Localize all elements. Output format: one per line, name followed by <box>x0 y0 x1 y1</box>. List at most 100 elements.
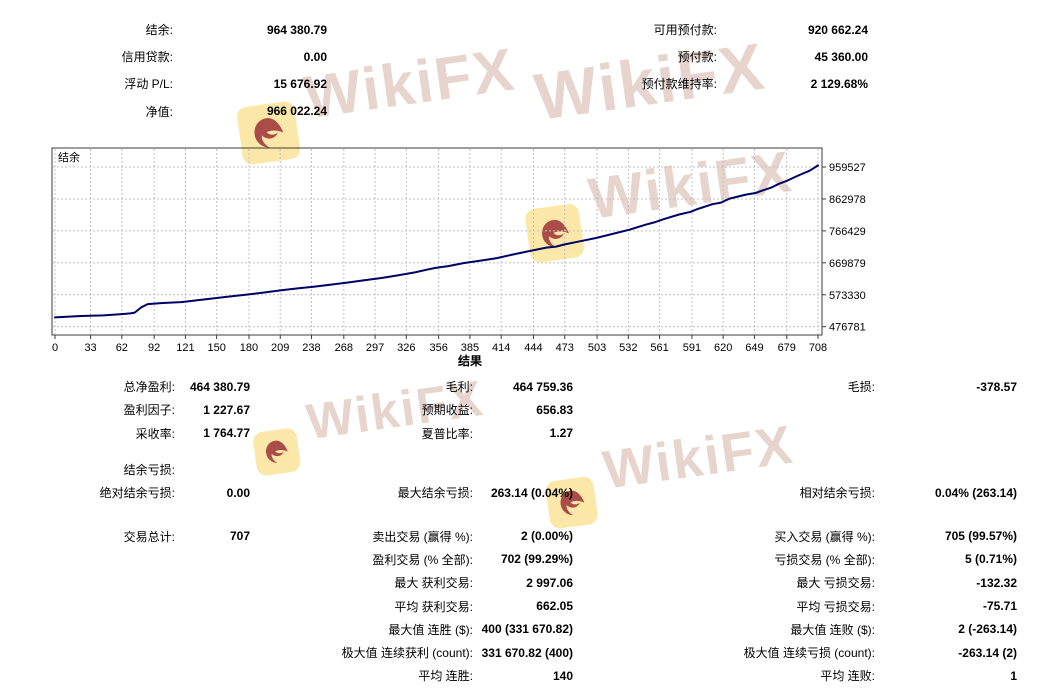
result-cell: 极大值 连续获利 (count): 331 670.82 (400) <box>250 641 573 664</box>
result-value: 1 227.67 <box>203 402 250 417</box>
wikifx-watermark-text: WikiFX <box>300 35 520 132</box>
account-summary-left: 结余: 964 380.79 信用贷款: 0.00 浮动 P/L: 15 676.92 净值… <box>0 16 327 125</box>
result-cell: 最大值 连败 ($): 2 (-263.14) <box>560 618 1017 641</box>
stat-row: 净值: 966 022.24 <box>0 98 327 125</box>
x-axis-tick-label: 0 <box>52 342 58 354</box>
result-label: 最大值 连胜 ($): <box>388 622 473 637</box>
result-label: 最大结余亏损: <box>397 486 473 501</box>
result-label: 最大值 连败 ($): <box>790 622 875 637</box>
result-value: -378.57 <box>976 379 1017 394</box>
result-value: -263.14 (2) <box>958 645 1017 660</box>
result-value: 707 <box>229 529 250 544</box>
result-value: 662.05 <box>536 599 573 614</box>
result-value: -132.32 <box>976 575 1017 590</box>
result-label: 卖出交易 (赢得 %): <box>372 529 473 544</box>
chart-legend-label: 结余 <box>58 150 80 164</box>
result-label: 买入交易 (赢得 %): <box>774 529 875 544</box>
result-value: 464 759.36 <box>512 379 573 394</box>
result-cell: 最大 亏损交易: -132.32 <box>560 571 1017 594</box>
x-axis-tick-label: 238 <box>302 342 320 354</box>
result-cell: 采收率: 1 764.77 <box>0 422 250 445</box>
result-cell: 平均 亏损交易: -75.71 <box>560 594 1017 617</box>
result-row: 总净盈利: 464 380.79 毛利: 464 759.36 毛损: -378.57 <box>0 375 1017 398</box>
result-label: 结余亏损: <box>123 463 175 478</box>
result-cell: 绝对结余亏损: 0.00 <box>0 481 250 504</box>
result-value: 1 764.77 <box>203 426 250 441</box>
result-label: 最大 亏损交易: <box>796 576 875 591</box>
stat-label: 信用贷款: <box>121 50 173 65</box>
x-axis-tick-label: 180 <box>240 342 258 354</box>
x-axis-tick-label: 356 <box>429 342 447 354</box>
result-value: 1 <box>1010 668 1017 683</box>
stat-row: 预付款维持率: 2 129.68% <box>540 70 868 97</box>
result-cell: 平均 连败: 1 <box>560 664 1017 687</box>
x-axis-tick-label: 649 <box>745 342 763 354</box>
result-value: 464 380.79 <box>189 379 250 394</box>
y-axis-tick-label: 476781 <box>829 322 866 334</box>
y-axis-tick-label: 573330 <box>829 290 866 302</box>
result-cell: 买入交易 (赢得 %): 705 (99.57%) <box>560 525 1017 548</box>
y-axis-tick-label: 959527 <box>829 162 866 174</box>
y-axis-tick-label: 766429 <box>829 226 866 238</box>
x-axis-tick-label: 561 <box>650 342 668 354</box>
result-cell: 夏普比率: 1.27 <box>250 422 573 445</box>
result-value: 1.27 <box>549 426 573 441</box>
stat-label: 结余: <box>145 23 173 38</box>
stat-value: 966 022.24 <box>266 104 327 119</box>
stat-value: 920 662.24 <box>807 22 868 37</box>
x-axis-tick-label: 121 <box>176 342 194 354</box>
result-cell: 毛利: 464 759.36 <box>250 375 573 398</box>
y-axis-tick-label: 669879 <box>829 258 866 270</box>
x-axis-tick-label: 326 <box>397 342 415 354</box>
x-axis-tick-label: 268 <box>335 342 353 354</box>
result-label: 交易总计: <box>123 529 175 544</box>
result-label: 相对结余亏损: <box>799 486 875 501</box>
stat-value: 964 380.79 <box>266 22 327 37</box>
result-value: 656.83 <box>536 402 573 417</box>
result-label: 平均 连胜: <box>418 669 473 684</box>
result-label: 毛利: <box>445 380 473 395</box>
result-label: 平均 获利交易: <box>394 599 473 614</box>
result-label: 采收率: <box>135 426 175 441</box>
x-axis-tick-label: 62 <box>116 342 128 354</box>
result-row: 平均 获利交易: 662.05 平均 亏损交易: -75.71 <box>0 594 1017 617</box>
result-value: 400 (331 670.82) <box>481 622 573 637</box>
balance-chart: 476781 573330 669879 766429 862978 959527 0 33 6… <box>51 147 866 354</box>
result-label: 最大 获利交易: <box>394 576 473 591</box>
stat-label: 预付款维持率: <box>641 77 717 92</box>
result-cell: 卖出交易 (赢得 %): 2 (0.00%) <box>250 525 573 548</box>
result-cell: 最大结余亏损: 263.14 (0.04%) <box>250 481 573 504</box>
x-axis-tick-label: 385 <box>461 342 479 354</box>
y-axis-tick-label: 862978 <box>829 194 866 206</box>
result-cell: 平均 获利交易: 662.05 <box>250 594 573 617</box>
stat-label: 可用预付款: <box>653 23 717 38</box>
x-axis-tick-label: 473 <box>556 342 574 354</box>
stat-row: 结余: 964 380.79 <box>0 16 327 43</box>
result-value: -75.71 <box>982 599 1017 614</box>
result-label: 夏普比率: <box>421 426 473 441</box>
result-cell: 盈利因子: 1 227.67 <box>0 398 250 421</box>
result-value: 263.14 (0.04%) <box>490 485 573 500</box>
stat-label: 预付款: <box>677 50 717 65</box>
result-row: 交易总计: 707 卖出交易 (赢得 %): 2 (0.00%) 买入交易 (赢得 %)… <box>0 525 1017 548</box>
result-row: 平均 连胜: 140 平均 连败: 1 <box>0 664 1017 687</box>
stat-label: 浮动 P/L: <box>124 77 173 92</box>
stat-value: 2 129.68% <box>810 76 868 91</box>
result-cell: 总净盈利: 464 380.79 <box>0 375 250 398</box>
result-label: 盈利因子: <box>123 403 175 418</box>
x-axis-tick-label: 92 <box>148 342 160 354</box>
stat-row: 可用预付款: 920 662.24 <box>540 16 868 43</box>
result-value: 705 (99.57%) <box>944 529 1017 544</box>
result-label: 极大值 连续亏损 (count): <box>743 646 875 661</box>
result-value: 2 (-263.14) <box>958 622 1017 637</box>
result-cell: 最大值 连胜 ($): 400 (331 670.82) <box>250 618 573 641</box>
x-axis-tick-label: 297 <box>366 342 384 354</box>
stat-row: 浮动 P/L: 15 676.92 <box>0 70 327 97</box>
result-cell: 交易总计: 707 <box>0 525 250 548</box>
stat-row: 预付款: 45 360.00 <box>540 43 868 70</box>
x-axis-tick-label: 620 <box>714 342 732 354</box>
x-axis-tick-label: 532 <box>619 342 637 354</box>
result-row: 极大值 连续获利 (count): 331 670.82 (400) 极大值 连续亏… <box>0 641 1017 664</box>
result-row: 盈利因子: 1 227.67 预期收益: 656.83 <box>0 398 1017 421</box>
